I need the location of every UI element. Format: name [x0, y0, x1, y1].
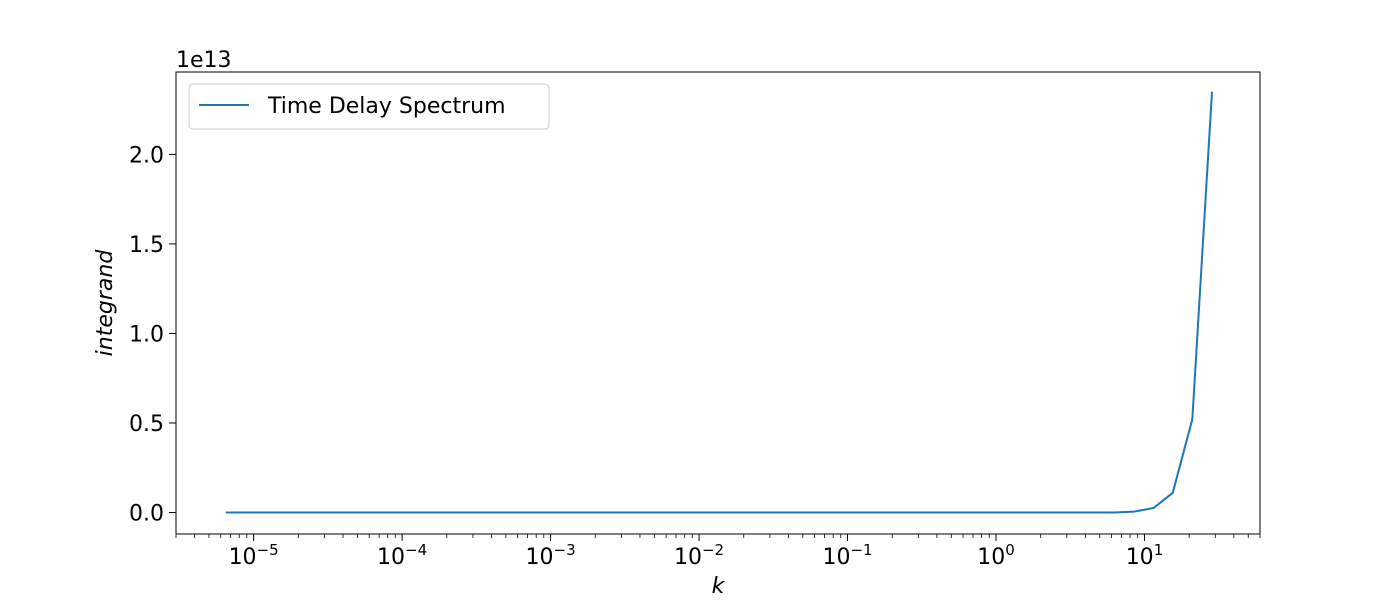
y-tick-label: 2.0: [129, 143, 164, 168]
x-tick-label: 100: [977, 541, 1015, 570]
x-axis-label: k: [712, 574, 726, 599]
plot-frame: [175, 71, 1261, 535]
legend: Time Delay Spectrum: [188, 83, 550, 130]
offset-label: 1e13: [176, 48, 232, 73]
x-tick-label: 10−4: [377, 541, 427, 570]
series-line-0: [225, 91, 1213, 514]
y-tick-label: 1.0: [129, 322, 164, 347]
x-tick-label: 10−5: [229, 541, 279, 570]
x-tick-label: 101: [1126, 541, 1164, 570]
y-axis: 0.0 0.5 1.0 1.5 2.0: [129, 143, 176, 527]
x-tick-label: 10−2: [674, 541, 724, 570]
y-tick-label: 0.0: [129, 502, 164, 527]
series-layer: [225, 91, 1213, 514]
y-tick-label: 0.5: [129, 412, 164, 437]
legend-label: Time Delay Spectrum: [267, 94, 506, 119]
legend-box: [188, 83, 550, 130]
y-axis-label: integrand: [93, 249, 118, 357]
x-tick-label: 10−1: [822, 541, 872, 570]
x-axis: 10−5 10−4 10−3 10−2 10−1 100 101: [175, 534, 1261, 570]
plot-area: [176, 72, 1260, 534]
y-tick-label: 1.5: [129, 233, 164, 258]
x-tick-label: 10−3: [526, 541, 576, 570]
